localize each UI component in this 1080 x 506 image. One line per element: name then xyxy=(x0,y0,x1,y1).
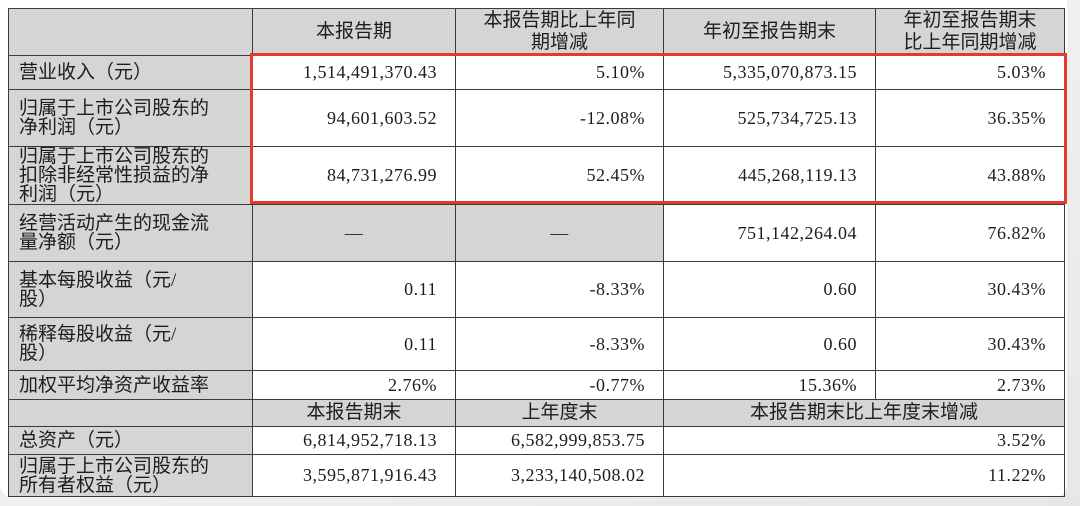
row-label: 归属于上市公司股东的 净利润（元） xyxy=(8,89,253,147)
corner-header-cell xyxy=(8,8,253,56)
cell-value: 3,233,140,508.02 xyxy=(455,454,664,497)
cell-value: 6,582,999,853.75 xyxy=(455,426,664,455)
cell-value: 52.45% xyxy=(455,146,664,205)
row-label: 归属于上市公司股东的 扣除非经常性损益的净 利润（元） xyxy=(8,146,253,205)
cell-value: 94,601,603.52 xyxy=(252,89,456,147)
table-row-net-profit: 归属于上市公司股东的 净利润（元） 94,601,603.52 -12.08% … xyxy=(8,89,1065,147)
row-label: 基本每股收益（元/ 股） xyxy=(8,261,253,318)
column-header-period-end: 本报告期末 xyxy=(252,399,456,427)
cell-value: 3,595,871,916.43 xyxy=(252,454,456,497)
cell-value: 11.22% xyxy=(663,454,1065,497)
cell-value: 43.88% xyxy=(875,146,1065,205)
row-label: 经营活动产生的现金流 量净额（元） xyxy=(8,204,253,262)
row-label: 总资产（元） xyxy=(8,426,253,455)
cell-value: 6,814,952,718.13 xyxy=(252,426,456,455)
cell-value: -8.33% xyxy=(455,317,664,371)
cell-value-dash: — xyxy=(455,204,664,262)
cell-value: 3.52% xyxy=(663,426,1065,455)
column-header-prev-year-end: 上年度末 xyxy=(455,399,664,427)
column-header-current-period: 本报告期 xyxy=(252,8,456,56)
row-label: 营业收入（元） xyxy=(8,55,253,90)
cell-value: 76.82% xyxy=(875,204,1065,262)
cell-value: 30.43% xyxy=(875,261,1065,318)
table-row-basic-eps: 基本每股收益（元/ 股） 0.11 -8.33% 0.60 30.43% xyxy=(8,261,1065,318)
cell-value: 1,514,491,370.43 xyxy=(252,55,456,90)
cell-value: 5.10% xyxy=(455,55,664,90)
cell-value: 751,142,264.04 xyxy=(663,204,876,262)
cell-value: 15.36% xyxy=(663,370,876,400)
cell-value: 0.11 xyxy=(252,317,456,371)
table-row-owners-equity: 归属于上市公司股东的 所有者权益（元） 3,595,871,916.43 3,2… xyxy=(8,454,1065,497)
table-row-weighted-avg-roe: 加权平均净资产收益率 2.76% -0.77% 15.36% 2.73% xyxy=(8,370,1065,400)
cell-value: 0.60 xyxy=(663,261,876,318)
cell-value-dash: — xyxy=(252,204,456,262)
table-row-operating-cash-flow: 经营活动产生的现金流 量净额（元） — — 751,142,264.04 76.… xyxy=(8,204,1065,262)
header-row-period: 本报告期 本报告期比上年同 期增减 年初至报告期末 年初至报告期末 比上年同期增… xyxy=(8,8,1065,56)
table-row-total-assets: 总资产（元） 6,814,952,718.13 6,582,999,853.75… xyxy=(8,426,1065,455)
column-header-ytd: 年初至报告期末 xyxy=(663,8,876,56)
cell-value: 2.73% xyxy=(875,370,1065,400)
header-row-balance: 本报告期末 上年度末 本报告期末比上年度末增减 xyxy=(8,399,1065,427)
row-label: 加权平均净资产收益率 xyxy=(8,370,253,400)
cell-value: -12.08% xyxy=(455,89,664,147)
cell-value: 36.35% xyxy=(875,89,1065,147)
row-label: 归属于上市公司股东的 所有者权益（元） xyxy=(8,454,253,497)
cell-value: 2.76% xyxy=(252,370,456,400)
table-row-revenue: 营业收入（元） 1,514,491,370.43 5.10% 5,335,070… xyxy=(8,55,1065,90)
cell-value: 445,268,119.13 xyxy=(663,146,876,205)
document-card: 本报告期 本报告期比上年同 期增减 年初至报告期末 年初至报告期末 比上年同期增… xyxy=(8,8,1067,497)
cell-value: 525,734,725.13 xyxy=(663,89,876,147)
cell-value: 0.60 xyxy=(663,317,876,371)
cell-value: 30.43% xyxy=(875,317,1065,371)
column-header-period-end-change: 本报告期末比上年度末增减 xyxy=(663,399,1065,427)
financial-summary-table: 本报告期 本报告期比上年同 期增减 年初至报告期末 年初至报告期末 比上年同期增… xyxy=(8,8,1065,497)
cell-value: -8.33% xyxy=(455,261,664,318)
row-label: 稀释每股收益（元/ 股） xyxy=(8,317,253,371)
cell-value: 5,335,070,873.15 xyxy=(663,55,876,90)
cell-value: -0.77% xyxy=(455,370,664,400)
table-row-net-profit-excl-nonrecurring: 归属于上市公司股东的 扣除非经常性损益的净 利润（元） 84,731,276.9… xyxy=(8,146,1065,205)
column-header-current-period-yoy: 本报告期比上年同 期增减 xyxy=(455,8,664,56)
cell-value: 5.03% xyxy=(875,55,1065,90)
corner-header-cell xyxy=(8,399,253,427)
cell-value: 0.11 xyxy=(252,261,456,318)
table-row-diluted-eps: 稀释每股收益（元/ 股） 0.11 -8.33% 0.60 30.43% xyxy=(8,317,1065,371)
cell-value: 84,731,276.99 xyxy=(252,146,456,205)
column-header-ytd-yoy: 年初至报告期末 比上年同期增减 xyxy=(875,8,1065,56)
